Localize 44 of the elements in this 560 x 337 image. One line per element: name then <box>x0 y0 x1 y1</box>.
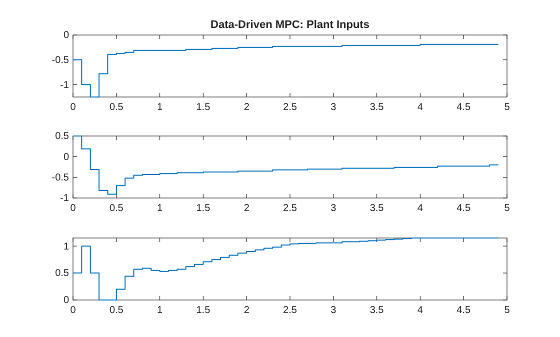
x-tick-label: 5 <box>504 305 510 316</box>
x-tick-label: 3 <box>330 305 337 316</box>
y-tick-label: -1 <box>60 80 70 91</box>
x-tick-label: 4.5 <box>456 102 471 114</box>
x-tick-label: 0.5 <box>109 203 124 214</box>
x-tick-label: 1 <box>157 203 164 214</box>
x-tick-label: 2.5 <box>283 305 298 316</box>
x-tick-label: 1.5 <box>196 305 211 316</box>
x-tick-label: 5 <box>504 102 510 114</box>
x-tick-label: 2 <box>244 305 250 316</box>
x-tick-label: 4 <box>417 102 424 114</box>
x-tick-label: 2 <box>244 203 250 214</box>
y-tick-label: 0.5 <box>55 131 70 142</box>
x-tick-label: 0 <box>70 102 76 114</box>
x-tick-label: 3 <box>330 102 337 114</box>
x-tick-label: 0.5 <box>109 305 124 316</box>
x-tick-label: 2 <box>244 102 250 114</box>
chart-title: Data-Driven MPC: Plant Inputs <box>210 19 370 31</box>
x-tick-label: 4 <box>417 305 424 316</box>
x-tick-label: 1.5 <box>196 203 211 214</box>
x-tick-label: 0 <box>70 305 76 316</box>
x-tick-label: 3.5 <box>370 203 384 214</box>
y-tick-label: 0 <box>63 30 70 42</box>
x-tick-label: 0.5 <box>109 102 124 114</box>
x-tick-label: 1 <box>157 102 164 114</box>
x-tick-label: 1.5 <box>196 102 211 114</box>
y-tick-label: 0 <box>63 152 70 163</box>
y-tick-label: -1 <box>60 193 70 204</box>
x-tick-label: 4 <box>417 203 424 214</box>
y-tick-label: -0.5 <box>52 55 70 66</box>
x-tick-label: 3 <box>330 203 337 214</box>
x-tick-label: 0 <box>70 203 76 214</box>
x-tick-label: 2.5 <box>283 102 298 114</box>
y-tick-label: 0 <box>63 295 70 306</box>
x-tick-label: 3.5 <box>370 305 384 316</box>
x-tick-label: 1 <box>157 305 164 316</box>
y-tick-label: 1 <box>63 241 70 252</box>
y-tick-label: -0.5 <box>52 172 70 184</box>
x-tick-label: 2.5 <box>283 203 298 214</box>
x-tick-label: 4.5 <box>456 203 471 214</box>
x-tick-label: 3.5 <box>370 102 384 114</box>
x-tick-label: 4.5 <box>456 305 471 316</box>
y-tick-label: 0.5 <box>55 268 70 280</box>
x-tick-label: 5 <box>504 203 510 214</box>
